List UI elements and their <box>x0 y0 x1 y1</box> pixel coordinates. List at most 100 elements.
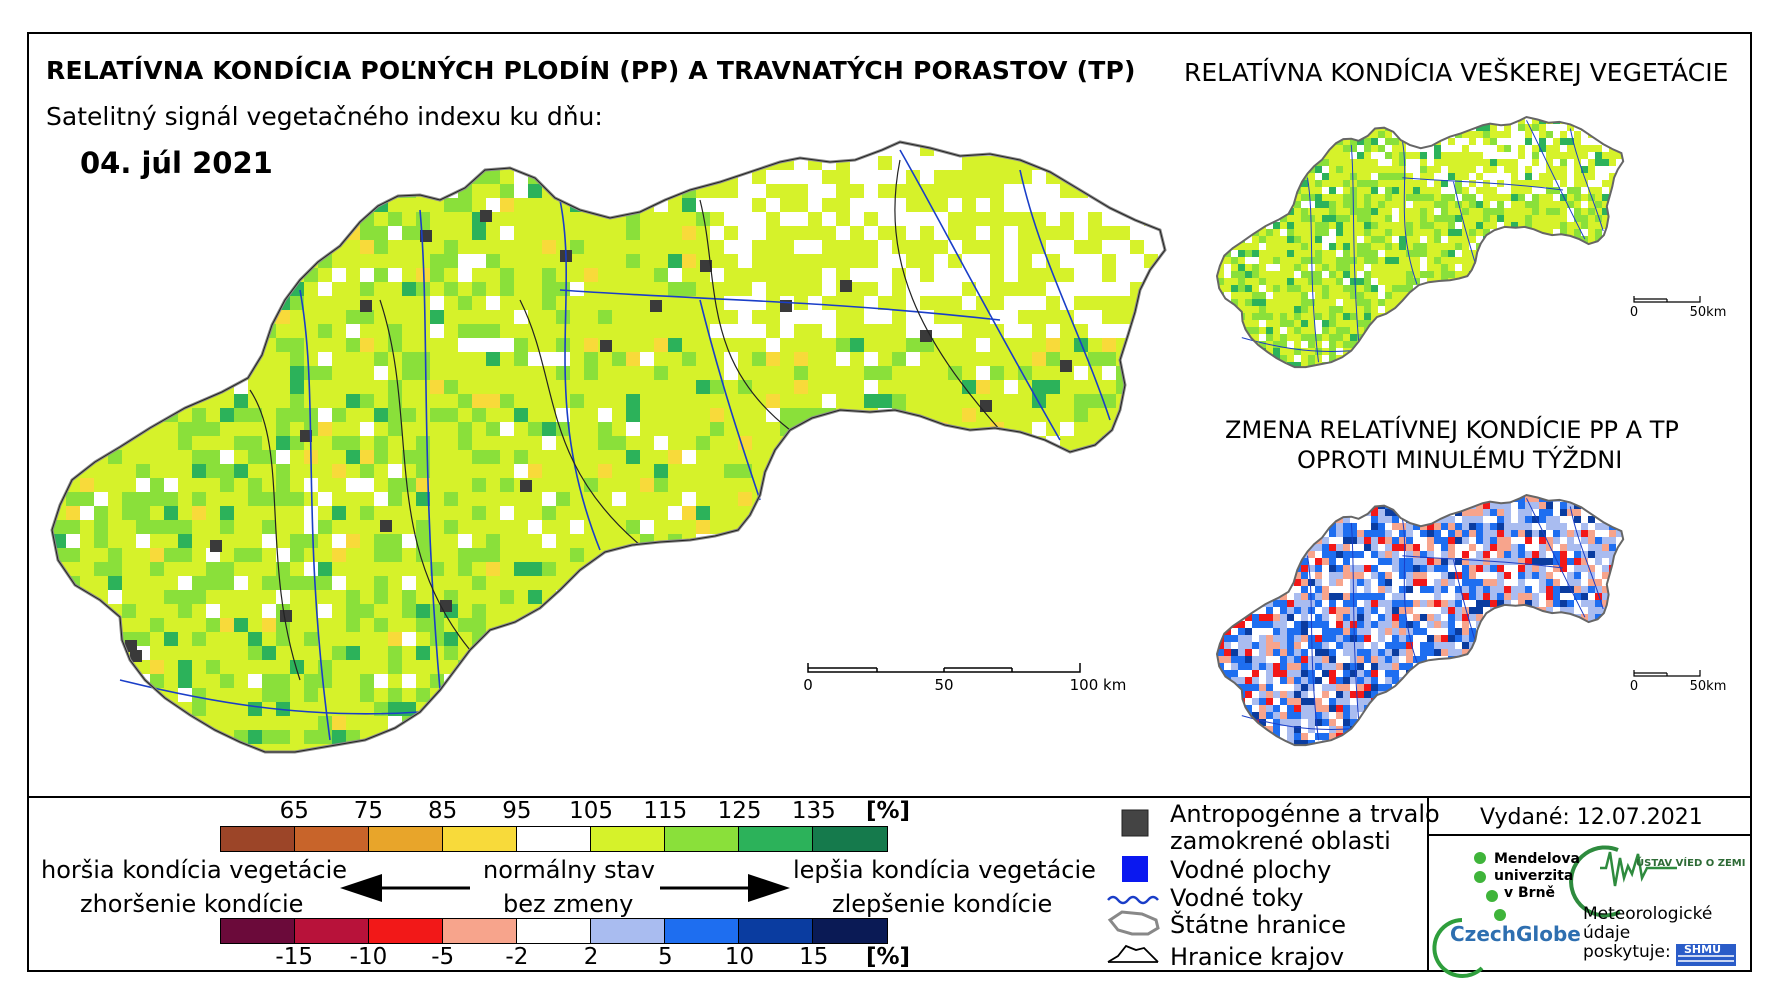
condition-tick-label: 65 <box>279 798 309 824</box>
change-tick-label: 10 <box>724 944 755 970</box>
main-scale-bar <box>807 663 1081 673</box>
water-body-symbol-icon <box>1122 856 1148 882</box>
mendel-line1: Mendelova <box>1494 851 1580 867</box>
anthropogenic-label-line1: Antropogénne a trvalo <box>1170 800 1440 828</box>
shmu-logo <box>1676 944 1736 966</box>
czechglobe-logo <box>1432 918 1484 978</box>
inset-change-scale-50: 50km <box>1690 679 1727 694</box>
condition-tick-label: 135 <box>791 798 836 824</box>
condition-swatch <box>516 827 591 851</box>
mendel-line3: v Brně <box>1504 885 1556 901</box>
ustav-vied-o-zemi-logo <box>1569 845 1677 918</box>
inset-change-rivers <box>1241 498 1604 741</box>
change-swatch <box>664 919 739 943</box>
condition-swatch <box>812 827 887 851</box>
map-subtitle: Satelitný signál vegetačného indexu ku d… <box>46 102 603 131</box>
meteo-line2: údaje <box>1583 923 1631 943</box>
change-tick-label: 2 <box>583 944 599 970</box>
state-border-symbol-icon <box>1107 910 1160 936</box>
inset-vegetation-map <box>1215 115 1625 369</box>
change-swatch <box>221 919 295 943</box>
inset-vegetation-title: RELATÍVNA KONDÍCIA VEŠKEREJ VEGETÁCIE <box>1184 58 1729 87</box>
mendel-line2: univerzita <box>1494 868 1574 884</box>
anthropogenic-label-line2: zamokrené oblasti <box>1170 827 1391 855</box>
main-scale-label-0: 0 <box>803 676 813 694</box>
inset-change-title-line2: OPROTI MINULÉMU TÝŽDNI <box>1297 446 1623 474</box>
main-map-region-borders <box>249 159 1001 681</box>
region-border-symbol-icon <box>1107 944 1159 963</box>
change-swatch <box>738 919 813 943</box>
change-tick-label: 15 <box>799 944 829 970</box>
inset-vegetation-scale-50: 50km <box>1690 305 1727 320</box>
condition-swatch <box>590 827 665 851</box>
condition-tick-label: 95 <box>502 798 532 824</box>
inset-change-scale-bar <box>1633 670 1701 677</box>
normal-state-label: normálny stav <box>483 856 655 884</box>
condition-color-bar <box>220 826 888 852</box>
condition-swatch <box>738 827 813 851</box>
change-swatch <box>294 919 369 943</box>
change-swatch <box>442 919 517 943</box>
main-map-cells <box>52 142 1165 752</box>
meteo-line1: Meteorologické <box>1583 904 1713 924</box>
inset-change-title-line1: ZMENA RELATÍVNEJ KONDÍCIE PP A TP <box>1225 416 1679 444</box>
river-symbol-icon <box>1107 895 1159 905</box>
inset-vegetation-rivers <box>1241 120 1604 363</box>
change-swatch <box>590 919 665 943</box>
change-tick-label: -15 <box>275 944 314 970</box>
change-swatch <box>516 919 591 943</box>
condition-tick-label: 105 <box>569 798 614 824</box>
change-tick-label: -10 <box>349 944 388 970</box>
improvement-label: zlepšenie kondície <box>832 890 1053 918</box>
shmu-label: SHMÚ <box>1684 943 1722 956</box>
map-title: RELATÍVNA KONDÍCIA POĽNÝCH PLODÍN (PP) A… <box>46 56 1136 85</box>
main-scale-label-50: 50 <box>934 676 953 694</box>
condition-tick-label: 115 <box>643 798 688 824</box>
change-tick-label: -5 <box>431 944 455 970</box>
condition-tick-label: 85 <box>428 798 458 824</box>
inset-change-border <box>1215 493 1625 747</box>
change-unit-label: [%] <box>866 944 911 970</box>
anthropogenic-symbol-icon <box>1121 809 1149 837</box>
condition-swatch <box>442 827 517 851</box>
arrow-right-icon <box>660 874 790 902</box>
change-swatch <box>812 919 887 943</box>
region-border-label: Hranice krajov <box>1170 943 1345 971</box>
rivers-label: Vodné toky <box>1170 884 1304 912</box>
better-condition-label: lepšia kondícia vegetácie <box>793 856 1096 884</box>
no-change-label: bez zmeny <box>503 890 634 918</box>
inset-change-scale-0: 0 <box>1630 679 1638 694</box>
inset-change-map <box>1215 493 1625 747</box>
issued-date: Vydané: 12.07.2021 <box>1480 805 1703 830</box>
main-scale-label-100: 100 km <box>1070 676 1127 694</box>
condition-tick-label: 125 <box>717 798 762 824</box>
change-tick-label: 5 <box>658 944 673 970</box>
main-map <box>50 140 1167 754</box>
arrow-left-icon <box>340 874 470 902</box>
czechglobe-label: CzechGlobe <box>1450 922 1581 946</box>
legend-divider-vertical <box>1427 796 1429 972</box>
worsening-label: zhoršenie kondície <box>80 890 304 918</box>
change-swatch <box>368 919 443 943</box>
map-date: 04. júl 2021 <box>80 146 273 180</box>
meteo-line3: poskytuje: <box>1583 942 1671 962</box>
change-color-bar <box>220 918 888 944</box>
inset-vegetation-scale-bar <box>1633 296 1701 303</box>
water-bodies-label: Vodné plochy <box>1170 856 1332 884</box>
ustav-label: ÚSTAV VÍED O ZEMI <box>1636 858 1746 869</box>
change-tick-label: -2 <box>505 944 529 970</box>
mendel-university-logo <box>1474 852 1506 921</box>
condition-unit-label: [%] <box>866 798 911 824</box>
condition-swatch <box>294 827 369 851</box>
state-border-label: Štátne hranice <box>1170 911 1346 939</box>
legend-panel <box>27 796 1752 972</box>
main-map-state-border-inner <box>51 141 1166 753</box>
inset-vegetation-border <box>1215 115 1625 369</box>
meteo-label: Meteorologické údaje poskytuje: <box>1583 905 1712 962</box>
condition-swatch <box>368 827 443 851</box>
legend-divider-horizontal <box>1427 834 1752 836</box>
condition-tick-label: 75 <box>353 798 384 824</box>
condition-swatch <box>221 827 295 851</box>
inset-vegetation-scale-0: 0 <box>1630 305 1638 320</box>
